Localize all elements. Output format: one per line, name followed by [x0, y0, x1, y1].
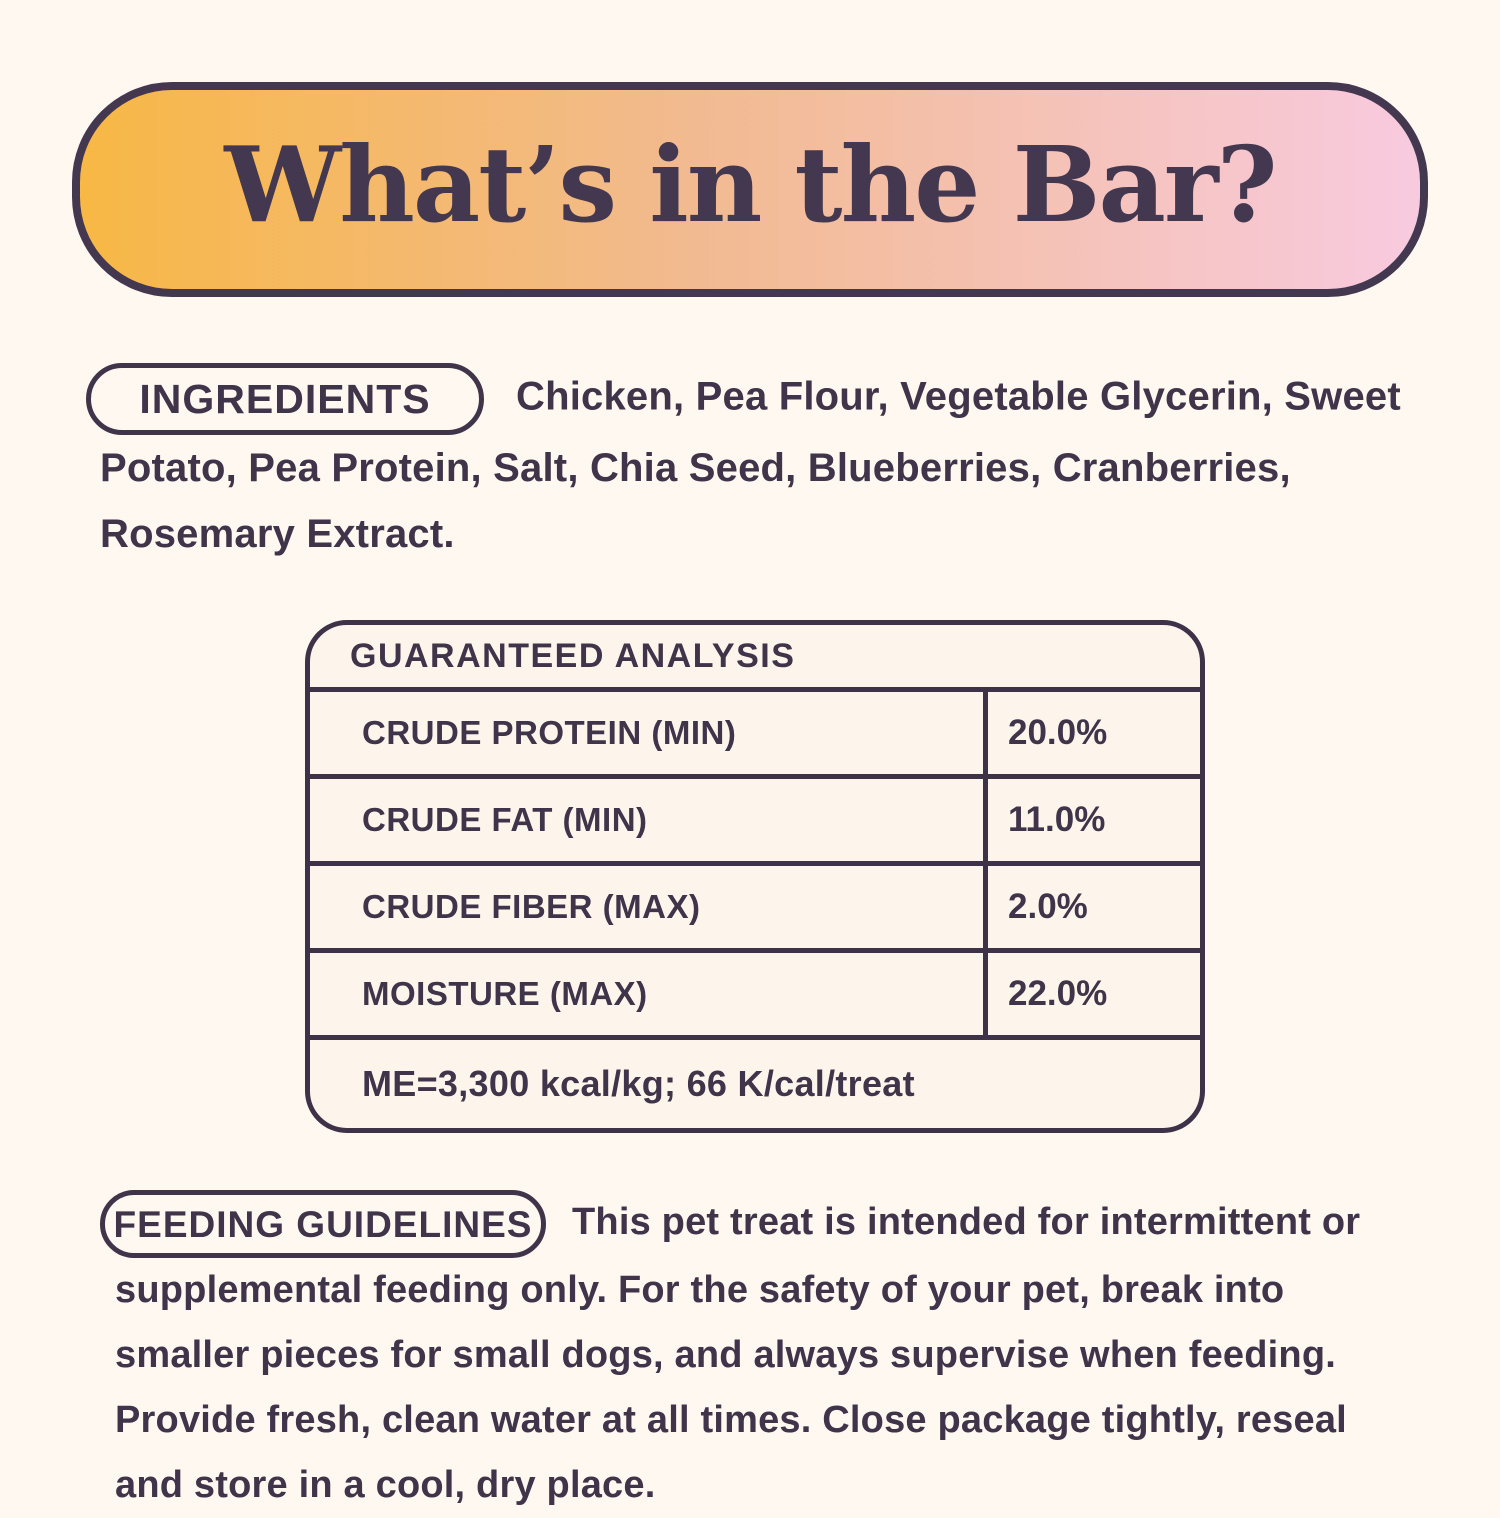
guaranteed-analysis-table: GUARANTEED ANALYSIS CRUDE PROTEIN (MIN) …	[305, 620, 1205, 1133]
ingredients-label: INGREDIENTS	[139, 375, 431, 422]
row-value: 20.0%	[983, 692, 1200, 774]
ingredients-text: Chicken, Pea Flour, Vegetable Glycerin, …	[100, 374, 1401, 556]
guaranteed-analysis-title: GUARANTEED ANALYSIS	[350, 636, 796, 675]
row-value: 2.0%	[983, 866, 1200, 948]
page-title: What’s in the Bar?	[224, 122, 1277, 246]
calorie-content-note: ME=3,300 kcal/kg; 66 K/cal/treat	[310, 1035, 1200, 1128]
row-label: CRUDE FIBER (MAX)	[362, 888, 701, 925]
row-value: 11.0%	[983, 779, 1200, 861]
row-label: CRUDE FAT (MIN)	[362, 801, 648, 838]
feeding-guidelines-section: FEEDING GUIDELINES This pet treat is inte…	[100, 1190, 1407, 1518]
row-label: CRUDE PROTEIN (MIN)	[362, 714, 737, 751]
table-row: CRUDE FIBER (MAX) 2.0%	[310, 861, 1200, 948]
table-row: CRUDE FAT (MIN) 11.0%	[310, 774, 1200, 861]
row-value: 22.0%	[983, 953, 1200, 1035]
ingredients-label-pill: INGREDIENTS	[86, 363, 484, 435]
ingredients-section: INGREDIENTS Chicken, Pea Flour, Vegetable…	[86, 363, 1420, 567]
title-banner: What’s in the Bar?	[72, 82, 1428, 297]
table-row: MOISTURE (MAX) 22.0%	[310, 948, 1200, 1035]
feeding-guidelines-text: This pet treat is intended for intermitt…	[115, 1201, 1361, 1506]
row-label: MOISTURE (MAX)	[362, 975, 648, 1012]
table-row: CRUDE PROTEIN (MIN) 20.0%	[310, 687, 1200, 774]
feeding-guidelines-label: FEEDING GUIDELINES	[113, 1203, 533, 1245]
feeding-guidelines-label-pill: FEEDING GUIDELINES	[100, 1190, 546, 1258]
